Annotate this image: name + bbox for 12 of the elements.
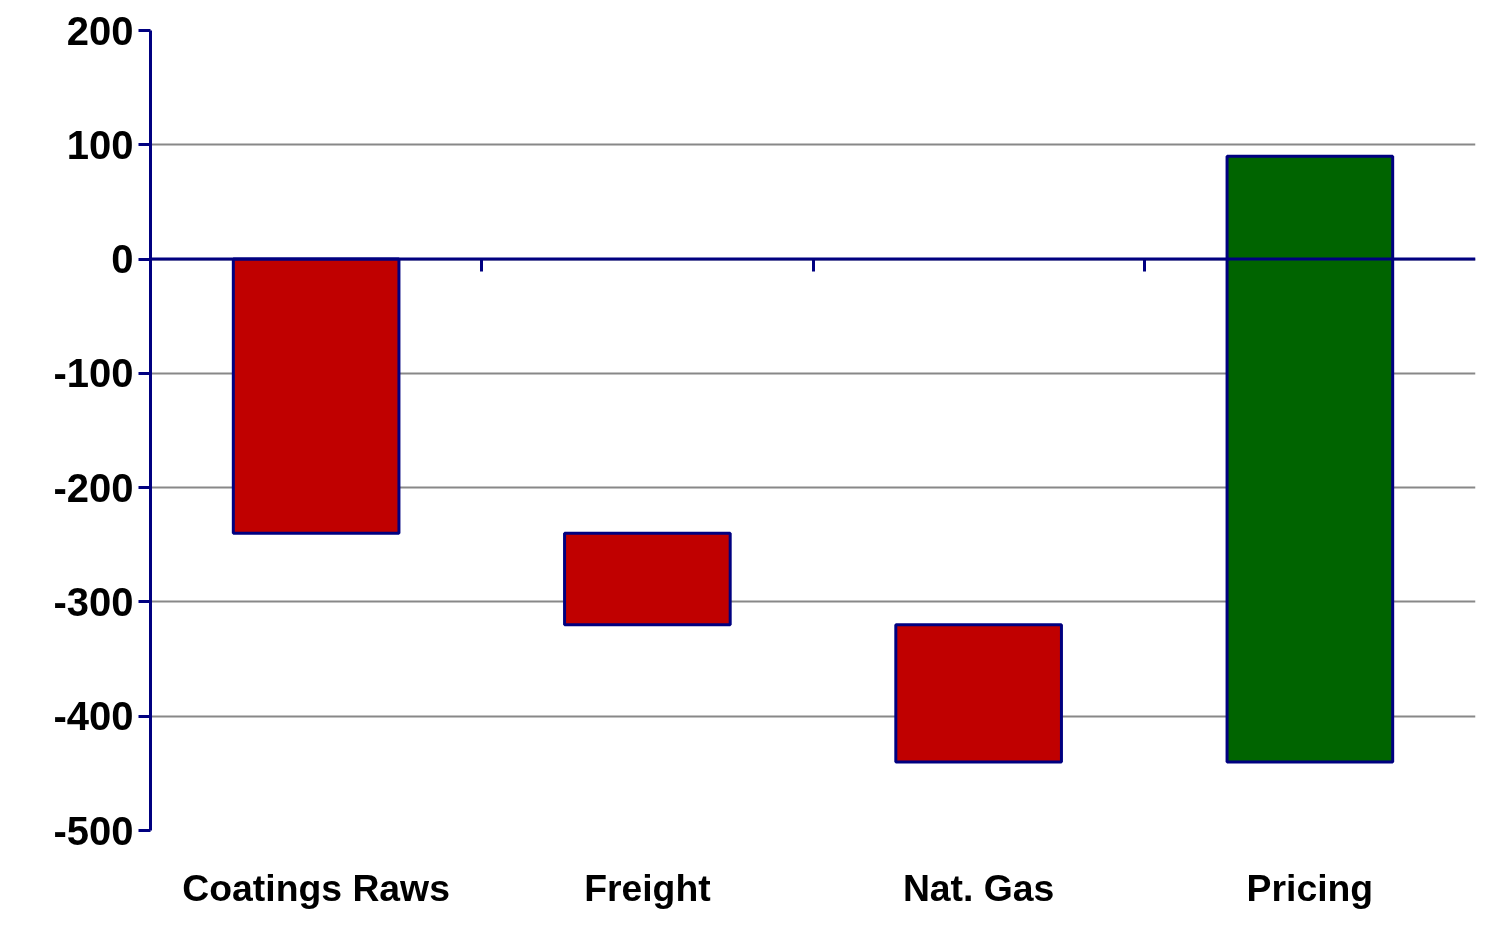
y-tick-label: 200 — [66, 8, 134, 53]
x-tick-label: Pricing — [1246, 866, 1374, 909]
y-tick-label: -200 — [53, 465, 134, 510]
y-tick-label: -100 — [53, 351, 134, 396]
y-tick-label: -400 — [53, 694, 134, 739]
y-tick-label: -300 — [53, 579, 134, 624]
y-tick-label: 0 — [111, 237, 134, 282]
y-tick-label: -500 — [53, 808, 134, 853]
x-tick-label: Coatings Raws — [182, 866, 450, 909]
y-tick-label: 100 — [66, 122, 134, 167]
x-tick-label: Freight — [584, 866, 711, 909]
x-tick-label: Nat. Gas — [902, 866, 1055, 909]
